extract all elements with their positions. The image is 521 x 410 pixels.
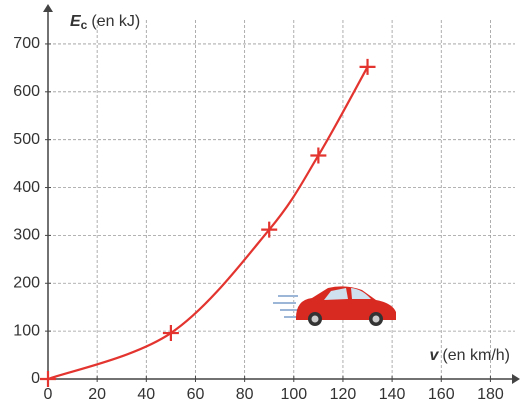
x-tick-label: 180 xyxy=(477,386,504,403)
x-tick-label: 80 xyxy=(236,386,254,403)
x-tick-label: 40 xyxy=(137,386,155,403)
y-tick-label: 200 xyxy=(13,274,40,291)
y-axis-arrow xyxy=(43,4,53,12)
x-label-symbol: v xyxy=(430,347,440,364)
data-point xyxy=(162,325,179,342)
x-tick-label: 140 xyxy=(379,386,406,403)
y-tick-label: 500 xyxy=(13,131,40,148)
y-label-subscript: c xyxy=(81,18,88,32)
x-tick-label: 160 xyxy=(428,386,455,403)
y-tick-label: 600 xyxy=(13,83,40,100)
x-axis-label: v (en km/h) xyxy=(430,347,510,364)
y-tick-label: 700 xyxy=(13,35,40,52)
x-tick-label: 0 xyxy=(44,386,53,403)
y-axis-label: Ec (en kJ) xyxy=(70,13,140,32)
x-label-unit: (en km/h) xyxy=(442,347,510,364)
data-point xyxy=(310,147,327,164)
data-point xyxy=(359,58,376,75)
y-label-symbol: E xyxy=(70,13,82,30)
x-tick-label: 100 xyxy=(280,386,307,403)
x-tick-label: 20 xyxy=(88,386,106,403)
x-tick-label: 120 xyxy=(330,386,357,403)
y-tick-label: 400 xyxy=(13,179,40,196)
y-tick-label: 300 xyxy=(13,227,40,244)
data-point xyxy=(40,371,56,387)
x-axis-arrow xyxy=(512,374,520,384)
data-point xyxy=(261,221,278,238)
x-tick-label: 60 xyxy=(187,386,205,403)
car-illustration xyxy=(273,286,396,326)
y-label-unit: (en kJ) xyxy=(91,13,140,30)
y-tick-label: 0 xyxy=(31,370,40,387)
curve xyxy=(47,66,369,381)
y-tick-label: 100 xyxy=(13,322,40,339)
